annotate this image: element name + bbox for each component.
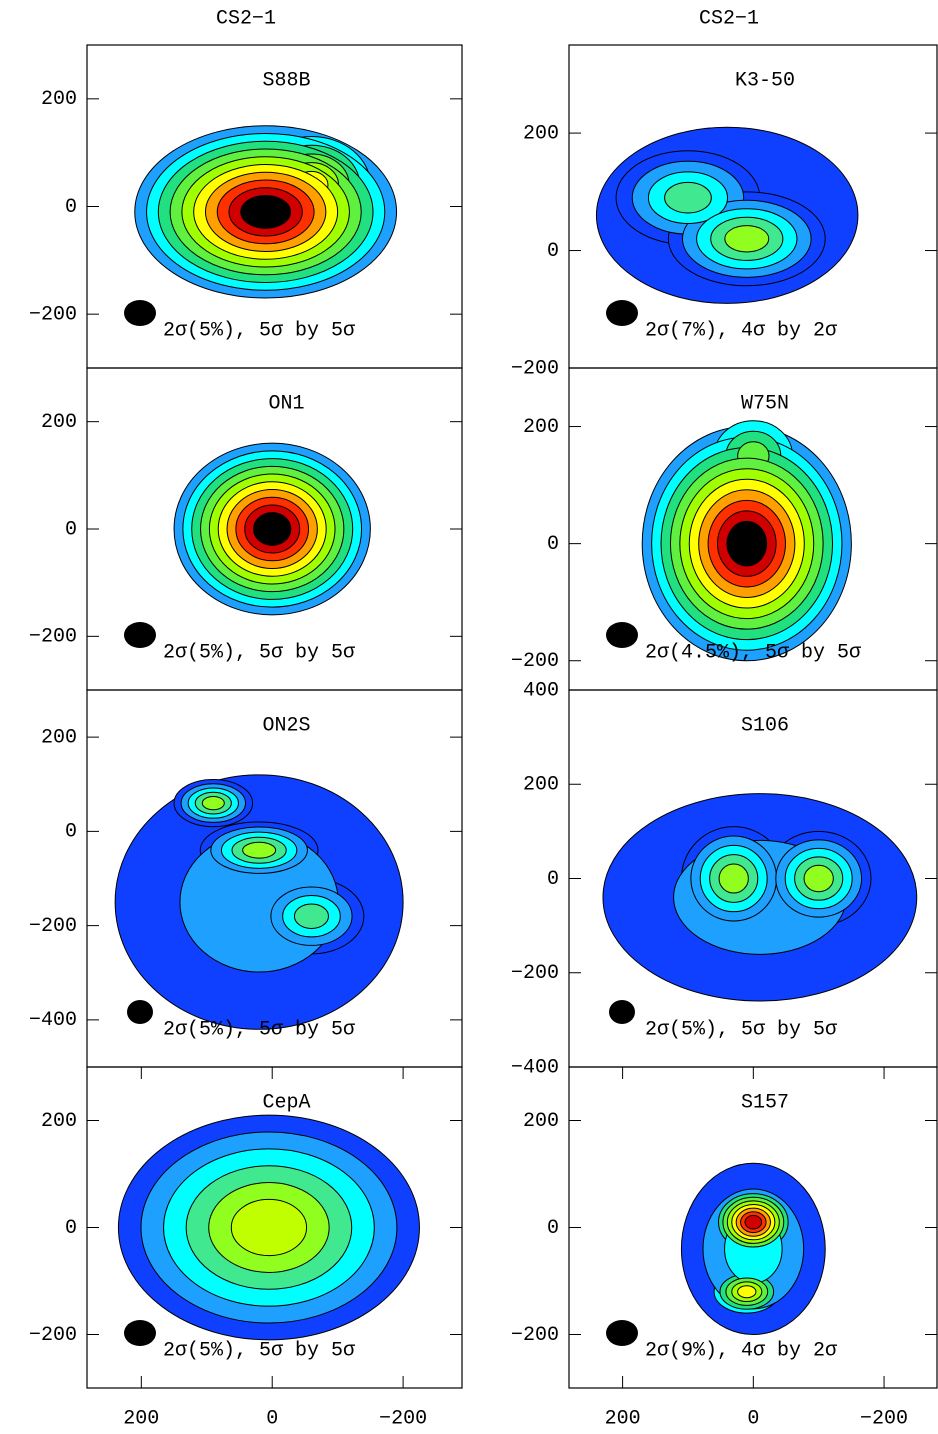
x-tick-label: 0 (747, 1407, 759, 1430)
column-title: CS2−1 (216, 7, 276, 30)
beam (606, 300, 638, 326)
beam (127, 1000, 153, 1024)
annotation: 2σ(5%), 5σ by 5σ (163, 1018, 355, 1041)
y-tick-label: 0 (547, 868, 559, 891)
y-tick-label: −200 (511, 962, 559, 985)
y-tick-label: −200 (29, 303, 77, 326)
contour-map (680, 1162, 826, 1336)
y-tick-label: 0 (65, 196, 77, 219)
y-tick-label: 0 (65, 1217, 77, 1240)
contour-map (134, 125, 398, 299)
beam (606, 622, 638, 648)
beam (609, 1000, 635, 1024)
y-tick-label: 200 (523, 1110, 559, 1133)
contour-level (240, 195, 292, 229)
panel-title: K3-50 (735, 69, 795, 92)
contour-map (117, 1114, 420, 1341)
panel-title: S88B (262, 69, 310, 92)
y-tick-label: 0 (547, 1217, 559, 1240)
contour-level (664, 181, 712, 214)
panel-title: ON1 (268, 392, 304, 415)
y-tick-label: 200 (523, 774, 559, 797)
y-tick-label: 200 (523, 416, 559, 439)
contour-map (595, 126, 859, 304)
y-tick-label: 0 (547, 240, 559, 263)
contour-level (242, 841, 277, 859)
contour-level (718, 863, 749, 894)
y-tick-label: −200 (29, 915, 77, 938)
y-tick-label: 200 (41, 411, 77, 434)
beam (124, 300, 156, 326)
contour-level (744, 1214, 763, 1230)
y-tick-label: −400 (511, 1056, 559, 1079)
y-tick-label: 400 (523, 679, 559, 702)
contour-map (173, 442, 371, 616)
contour-map (641, 420, 852, 662)
annotation: 2σ(5%), 5σ by 5σ (163, 641, 355, 664)
y-tick-label: 200 (41, 88, 77, 111)
annotation: 2σ(7%), 4σ by 2σ (645, 319, 837, 342)
annotation: 2σ(9%), 4σ by 2σ (645, 1339, 837, 1362)
contour-level (230, 1198, 308, 1257)
contour-level (253, 512, 292, 546)
contour-level (803, 864, 834, 893)
annotation: 2σ(5%), 5σ by 5σ (645, 1018, 837, 1041)
y-tick-label: 200 (523, 122, 559, 145)
column-title: CS2−1 (699, 7, 759, 30)
panel-title: S157 (741, 1091, 789, 1114)
panel-title: CepA (262, 1091, 310, 1114)
panel-title: ON2S (262, 714, 310, 737)
x-tick-label: 200 (123, 1407, 159, 1430)
y-tick-label: −200 (511, 650, 559, 673)
y-tick-label: 200 (41, 1110, 77, 1133)
annotation: 2σ(4.5%), 5σ by 5σ (645, 641, 861, 664)
y-tick-label: −200 (511, 357, 559, 380)
contour-level (201, 796, 225, 811)
y-tick-label: −200 (511, 1324, 559, 1347)
contour-level (726, 520, 768, 567)
y-tick-label: −200 (29, 626, 77, 649)
contour-map (602, 793, 918, 1002)
contour-level (724, 225, 770, 253)
y-tick-label: 0 (65, 518, 77, 541)
y-tick-label: −200 (29, 1324, 77, 1347)
y-tick-label: 0 (65, 821, 77, 844)
y-tick-label: 200 (41, 726, 77, 749)
contour-level (737, 1285, 757, 1299)
panel-title: S106 (741, 714, 789, 737)
panel-title: W75N (741, 392, 789, 415)
beam (606, 1320, 638, 1346)
annotation: 2σ(5%), 5σ by 5σ (163, 319, 355, 342)
x-tick-label: −200 (860, 1407, 908, 1430)
x-tick-label: 200 (605, 1407, 641, 1430)
beam (124, 1320, 156, 1346)
x-tick-label: −200 (379, 1407, 427, 1430)
beam (124, 622, 156, 648)
contour-map (114, 774, 404, 1030)
x-tick-label: 0 (266, 1407, 278, 1430)
contour-level (293, 903, 329, 929)
annotation: 2σ(5%), 5σ by 5σ (163, 1339, 355, 1362)
y-tick-label: 0 (547, 533, 559, 556)
y-tick-label: −400 (29, 1009, 77, 1032)
